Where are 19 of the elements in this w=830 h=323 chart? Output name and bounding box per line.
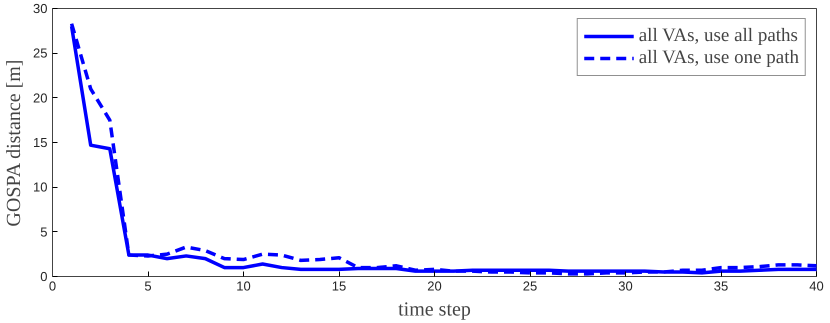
x-tick-label: 40 xyxy=(809,278,824,294)
y-tick-label: 0 xyxy=(40,269,48,284)
y-tick-label: 25 xyxy=(33,46,48,61)
y-axis-title: GOSPA distance [m] xyxy=(3,60,26,227)
x-tick-label: 5 xyxy=(144,278,152,294)
y-tick-label: 5 xyxy=(40,224,48,240)
x-tick-label: 30 xyxy=(618,278,633,294)
x-tick-label: 20 xyxy=(427,278,442,294)
y-tick-label: 20 xyxy=(33,90,48,106)
x-tick-label: 25 xyxy=(522,278,538,294)
legend-label: all VAs, use one path xyxy=(638,47,799,69)
x-axis-title: time step xyxy=(398,298,471,320)
legend-label: all VAs, use all paths xyxy=(638,25,798,47)
y-tick-label: 30 xyxy=(33,1,48,16)
x-tick-label: 15 xyxy=(332,278,346,294)
y-tick-label: 10 xyxy=(33,180,48,195)
y-tick-label: 15 xyxy=(33,135,48,150)
x-tick-label: 35 xyxy=(714,278,728,294)
x-tick-label: 10 xyxy=(236,278,251,294)
